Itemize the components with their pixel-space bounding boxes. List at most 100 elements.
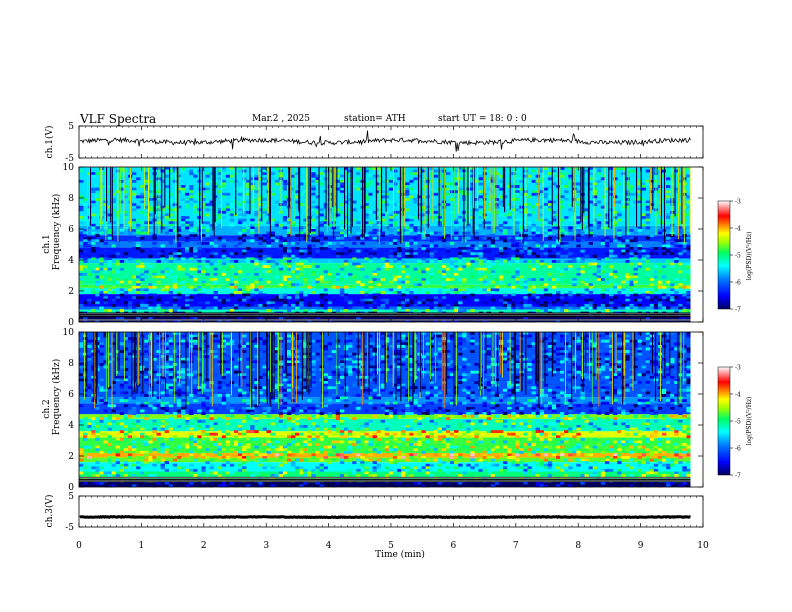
spectrum-cell	[107, 422, 112, 426]
spectrum-cell	[217, 344, 222, 348]
spectrum-cell	[119, 283, 125, 287]
spectrum-cell	[258, 200, 263, 204]
spectrum-band	[79, 452, 691, 458]
spectrum-cell	[295, 427, 300, 431]
spectrum-cell	[123, 378, 129, 382]
spectrum-cell	[193, 396, 198, 400]
spectrum-cell	[682, 293, 687, 297]
spectrum-cell	[417, 316, 422, 320]
spectrum-cell	[515, 303, 520, 307]
spectrum-cell	[343, 435, 349, 439]
spectrum-cell	[339, 363, 345, 366]
spectrum-cell	[543, 262, 549, 266]
spectrum-cell	[339, 226, 345, 230]
spectrum-cell	[462, 288, 467, 292]
spectrum-cell	[205, 425, 210, 428]
spectrum-cell	[180, 218, 186, 222]
spectrum-cell	[197, 260, 202, 263]
spectrum-cell	[458, 190, 463, 194]
spectrum-cell	[494, 210, 500, 214]
spectrum-cell	[307, 406, 312, 410]
spectrum-cell	[348, 375, 353, 379]
spectrum-cell	[262, 177, 267, 181]
spectrum-cell	[531, 267, 536, 271]
spectrum-cell	[560, 254, 565, 258]
spectrum-cell	[380, 213, 386, 217]
spectrum-cell	[193, 409, 198, 413]
spectrum-cell	[413, 278, 418, 281]
spectrum-cell	[678, 306, 683, 310]
spectrum-cell	[189, 195, 194, 199]
spectrum-cell	[437, 179, 443, 183]
spectrum-cell	[343, 456, 349, 459]
spectrum-cell	[95, 213, 100, 217]
spectrum-cell	[164, 450, 169, 454]
spectrum-cell	[621, 303, 626, 307]
spectrum-cell	[539, 241, 545, 245]
spectrum-cell	[184, 239, 190, 243]
spectrum-cell	[343, 339, 349, 343]
spectrum-cell	[299, 226, 304, 230]
spectrum-cell	[201, 260, 206, 263]
spectrum-cell	[303, 203, 308, 207]
spectrum-cell	[678, 182, 683, 186]
spectrum-cell	[323, 267, 328, 271]
spectrum-cell	[580, 270, 585, 274]
spectrum-cell	[682, 249, 687, 253]
spectrum-cell	[119, 430, 125, 434]
spectrum-cell	[356, 177, 361, 181]
spectrum-cell	[686, 306, 691, 310]
spectrum-cell	[282, 179, 288, 183]
spectrum-cell	[348, 272, 353, 276]
spectrum-cell	[343, 234, 349, 238]
spectrum-cell	[282, 262, 288, 266]
spectrum-cell	[519, 249, 524, 253]
spectrum-cell	[498, 174, 504, 178]
spectrum-cell	[339, 231, 345, 235]
spectrum-cell	[327, 288, 333, 292]
spectrum-cell	[560, 218, 565, 222]
spectrum-cell	[555, 309, 561, 312]
spectrum-cell	[592, 254, 598, 258]
spectrum-cell	[356, 440, 361, 444]
spectrum-cell	[266, 409, 271, 413]
spectrum-cell	[678, 239, 683, 243]
spectrum-cell	[645, 205, 651, 209]
spectrum-cell	[686, 291, 691, 294]
spectrum-cell	[144, 262, 149, 266]
spectrum-cell	[229, 409, 235, 413]
spectrum-cell	[140, 221, 145, 225]
spectrum-cell	[209, 409, 214, 413]
spectrum-cell	[653, 296, 659, 300]
spectrum-cell	[356, 231, 361, 235]
spectrum-cell	[511, 198, 516, 201]
spectrum-cell	[674, 309, 679, 312]
spectrum-cell	[152, 285, 157, 289]
spectrum-cell	[233, 288, 239, 292]
spectrum-cell	[600, 195, 606, 199]
spectrum-cell	[148, 172, 153, 176]
spectrum-cell	[319, 458, 324, 462]
spectrum-cell	[433, 278, 439, 281]
spectrum-cell	[331, 458, 337, 462]
spectrum-cell	[295, 375, 300, 379]
spectrum-cell	[144, 350, 149, 353]
spectrum-cell	[217, 200, 222, 204]
spectrum-cell	[564, 280, 569, 284]
spectrum-cell	[123, 301, 129, 305]
spectrum-cell	[278, 267, 284, 271]
spectrum-cell	[576, 167, 581, 170]
spectrum-cell	[107, 468, 112, 472]
spectrum-cell	[152, 422, 157, 426]
spectrum-cell	[229, 218, 235, 222]
spectrum-cell	[176, 257, 182, 261]
spectrum-cell	[486, 198, 492, 201]
spectrum-cell	[645, 254, 651, 258]
spectrum-cell	[666, 306, 671, 310]
spectrum-cell	[213, 280, 218, 284]
spectrum-cell	[242, 419, 247, 423]
spectrum-cell	[641, 198, 646, 201]
amplitude-tick-label: 5	[68, 122, 74, 132]
spectrum-cell	[523, 319, 528, 323]
spectrum-cell	[303, 179, 308, 183]
